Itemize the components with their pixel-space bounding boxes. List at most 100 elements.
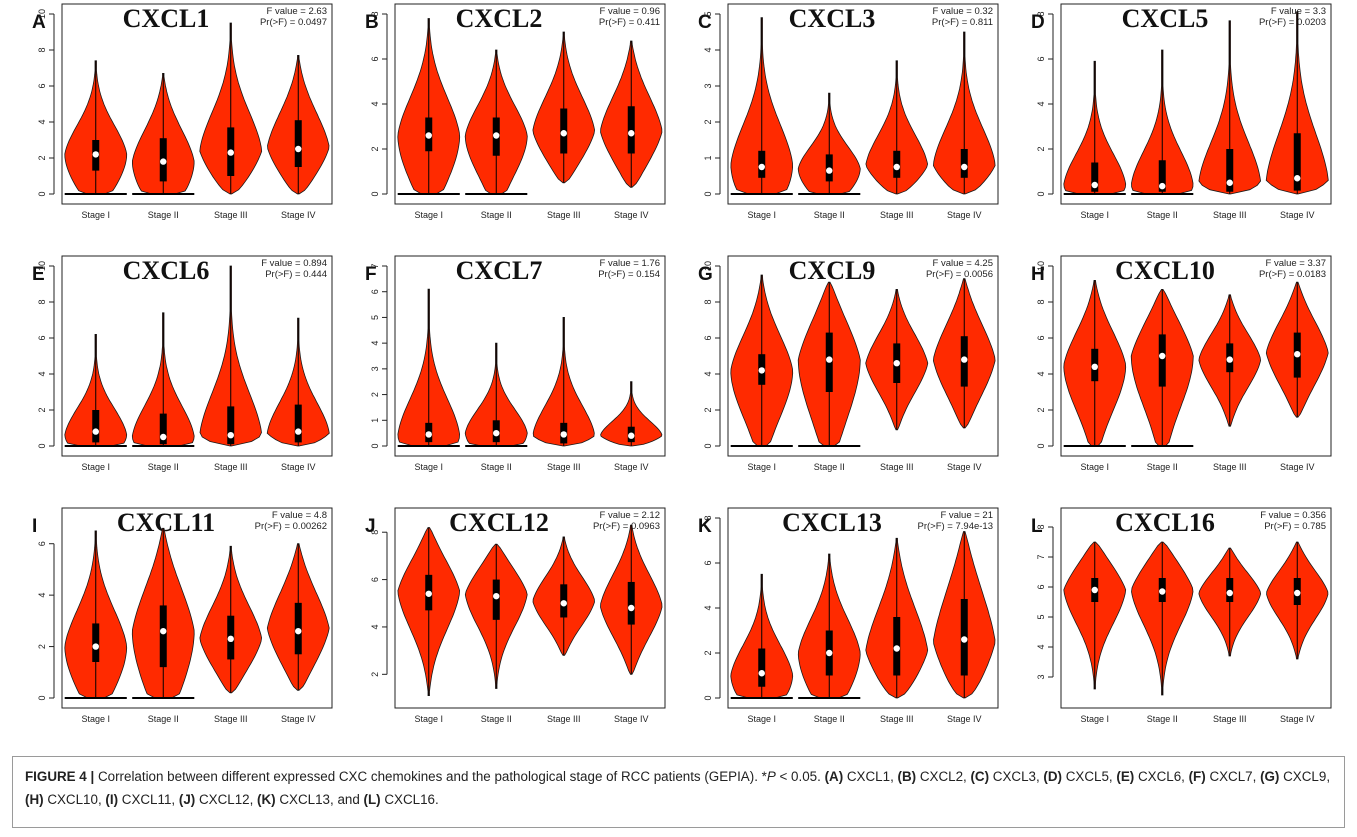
panel-letter: H bbox=[1031, 264, 1045, 285]
y-tick-label: 6 bbox=[1036, 56, 1046, 61]
violin-4: Stage IV bbox=[932, 31, 996, 220]
x-tick-label: Stage I bbox=[414, 210, 443, 220]
y-tick-label: 0 bbox=[703, 191, 713, 196]
caption-tag: (H) bbox=[25, 792, 44, 807]
violin-iqr-box bbox=[159, 605, 167, 668]
p-value: Pr(>F) = 0.411 bbox=[599, 17, 660, 28]
violin-median bbox=[560, 600, 567, 607]
violin-median bbox=[493, 592, 500, 600]
panel-letter: C bbox=[698, 12, 712, 33]
caption-tag: (A) bbox=[824, 769, 844, 784]
caption-gene: CXCL12 bbox=[198, 792, 250, 807]
violin-median bbox=[295, 145, 302, 153]
violin-2: Stage II bbox=[797, 281, 861, 472]
x-tick-label: Stage III bbox=[547, 210, 581, 220]
y-tick-label: 1 bbox=[370, 418, 380, 423]
violin-iqr-box bbox=[294, 120, 302, 167]
caption-tag: (I) bbox=[105, 792, 119, 807]
f-value: F value = 2.63 bbox=[267, 6, 327, 17]
violin-3: Stage III bbox=[865, 289, 929, 472]
y-tick-label: 0 bbox=[37, 191, 47, 196]
x-tick-label: Stage I bbox=[747, 714, 776, 724]
caption-separator: , bbox=[171, 792, 179, 807]
violin-iqr-box bbox=[758, 648, 766, 687]
y-tick-label: 3 bbox=[703, 83, 713, 88]
p-value: Pr(>F) = 0.00262 bbox=[255, 521, 327, 532]
y-tick-label: 6 bbox=[370, 56, 380, 61]
panel-letter: B bbox=[365, 12, 379, 33]
caption-gene: CXCL7 bbox=[1209, 769, 1253, 784]
violin-1: Stage I bbox=[730, 573, 794, 724]
violin-4: Stage IV bbox=[1266, 541, 1329, 724]
violin-median bbox=[1091, 363, 1098, 370]
violin-1: Stage I bbox=[1063, 280, 1127, 472]
violin-median bbox=[758, 670, 765, 677]
p-value: Pr(>F) = 0.444 bbox=[265, 269, 327, 280]
x-tick-label: Stage II bbox=[1147, 462, 1178, 472]
y-tick-label: 4 bbox=[703, 47, 713, 52]
f-value: F value = 1.76 bbox=[600, 258, 660, 269]
y-tick-label: 2 bbox=[370, 146, 380, 151]
y-tick-label: 4 bbox=[370, 101, 380, 106]
violin-median bbox=[1159, 588, 1166, 595]
x-tick-label: Stage I bbox=[81, 210, 110, 220]
violin-3: Stage III bbox=[1198, 547, 1262, 724]
violin-median bbox=[1226, 179, 1233, 186]
violin-iqr-box bbox=[1158, 160, 1166, 192]
f-value: F value = 2.12 bbox=[600, 510, 660, 521]
violin-median bbox=[1294, 589, 1301, 597]
violin-1: Stage I bbox=[397, 18, 461, 220]
violin-4: Stage IV bbox=[266, 543, 330, 724]
violin-median bbox=[160, 627, 167, 635]
p-value: Pr(>F) = 0.0183 bbox=[1259, 269, 1326, 280]
violin-median bbox=[560, 130, 567, 137]
y-tick-label: 2 bbox=[1036, 146, 1046, 151]
violin-iqr-box bbox=[294, 404, 302, 443]
y-tick-label: 6 bbox=[37, 83, 47, 88]
f-value: F value = 0.894 bbox=[261, 258, 327, 269]
y-tick-label: 8 bbox=[1036, 299, 1046, 304]
y-tick-label: 6 bbox=[703, 560, 713, 565]
x-tick-label: Stage II bbox=[814, 462, 845, 472]
panel-d: D 0 2 4 6 8 CXCL5 F value = 3.3Pr(>F) = 0.0203 S… bbox=[1031, 3, 1332, 220]
violin-2: Stage II bbox=[797, 553, 861, 724]
x-tick-label: Stage II bbox=[481, 210, 512, 220]
y-tick-label: 0 bbox=[370, 191, 380, 196]
violin-4: Stage IV bbox=[933, 531, 996, 724]
violin-median bbox=[493, 429, 500, 437]
violin-2: Stage II bbox=[131, 527, 195, 724]
x-tick-label: Stage I bbox=[1080, 714, 1109, 724]
p-value: Pr(>F) = 0.154 bbox=[598, 269, 660, 280]
violin-median bbox=[961, 163, 968, 171]
caption-gene: CXCL2 bbox=[919, 769, 964, 784]
violin-2: Stage II bbox=[797, 92, 861, 220]
violin-median bbox=[227, 432, 234, 439]
violin-3: Stage III bbox=[199, 265, 262, 472]
caption-tag: (F) bbox=[1188, 769, 1206, 784]
violin-iqr-box bbox=[1091, 162, 1099, 192]
violin-4: Stage IV bbox=[266, 317, 330, 472]
caption-separator: , bbox=[1326, 769, 1331, 784]
violin-2: Stage II bbox=[464, 543, 528, 724]
violin-median bbox=[893, 163, 900, 171]
x-tick-label: Stage I bbox=[81, 462, 110, 472]
caption-tag: (B) bbox=[897, 769, 917, 784]
f-value: F value = 0.32 bbox=[933, 6, 993, 17]
x-tick-label: Stage IV bbox=[281, 462, 316, 472]
violin-median bbox=[425, 431, 432, 438]
caption-items: (A) CXCL1, (B) CXCL2, (C) CXCL3, (D) CXC… bbox=[25, 769, 1330, 807]
y-axis: 0 1 2 3 4 5 6 7 bbox=[370, 263, 388, 449]
violin-1: Stage I bbox=[64, 334, 128, 472]
panel-letter: G bbox=[698, 264, 713, 285]
violin-1: Stage I bbox=[1063, 60, 1127, 220]
panel-title: CXCL16 bbox=[1115, 508, 1215, 537]
violin-1: Stage I bbox=[397, 288, 461, 472]
y-tick-label: 5 bbox=[370, 315, 380, 320]
y-axis: 3 4 5 6 7 8 bbox=[1036, 524, 1054, 680]
violin-median bbox=[425, 590, 432, 597]
y-tick-label: 10 bbox=[37, 9, 47, 19]
